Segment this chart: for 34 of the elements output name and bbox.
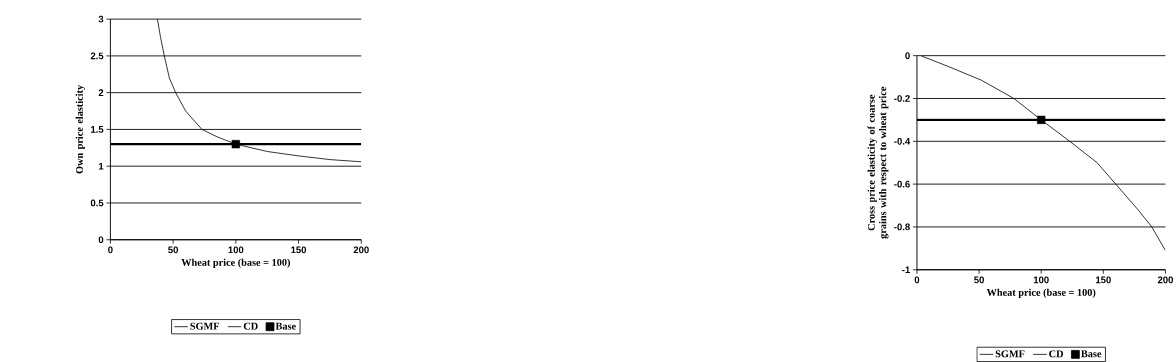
x-tick-label: 150 xyxy=(291,246,307,254)
y-tick-label: 1.5 xyxy=(91,126,104,133)
y-tick-label: 0.5 xyxy=(90,199,104,207)
y-tick-label: 2 xyxy=(98,89,104,96)
y-tick-label: -0.2 xyxy=(894,95,910,102)
legend-label: SGMF xyxy=(190,322,220,330)
legend-label: Base xyxy=(1081,350,1102,358)
legend-label: CD xyxy=(1049,350,1064,358)
y-tick-label: -0.4 xyxy=(894,137,911,145)
x-axis-title: Wheat price (base = 100) xyxy=(986,288,1096,298)
x-tick-label: 0 xyxy=(914,276,920,284)
y-tick-label: 0 xyxy=(98,236,104,244)
y-tick-label: -0.8 xyxy=(894,223,910,231)
x-axis-title: Wheat price (base = 100) xyxy=(181,258,290,268)
y-tick-label: 0 xyxy=(905,52,910,60)
y-axis-title: Own price elasticity xyxy=(75,85,86,174)
x-tick-label: 150 xyxy=(1096,276,1111,284)
y-tick-label: -1 xyxy=(902,266,910,274)
x-tick-label: 200 xyxy=(1157,276,1173,284)
x-tick-label: 200 xyxy=(353,246,369,254)
x-tick-label: 100 xyxy=(1033,276,1049,284)
legend-label: CD xyxy=(243,322,258,330)
legend-label: Base xyxy=(275,322,296,330)
y-tick-label: 2.5 xyxy=(90,52,104,60)
legend-label: SGMF xyxy=(995,350,1025,358)
x-tick-label: 50 xyxy=(168,246,178,254)
x-tick-label: 0 xyxy=(108,246,113,254)
y-axis-title: Cross price elasticity of coarse grains with respect to wheat price xyxy=(867,86,889,239)
x-tick-label: 100 xyxy=(228,246,244,254)
line-series xyxy=(920,55,1166,251)
y-tick-label: 1 xyxy=(98,162,104,170)
y-tick-label: 3 xyxy=(98,15,104,23)
y-tick-label: -0.6 xyxy=(894,180,910,188)
x-tick-label: 50 xyxy=(974,276,984,284)
